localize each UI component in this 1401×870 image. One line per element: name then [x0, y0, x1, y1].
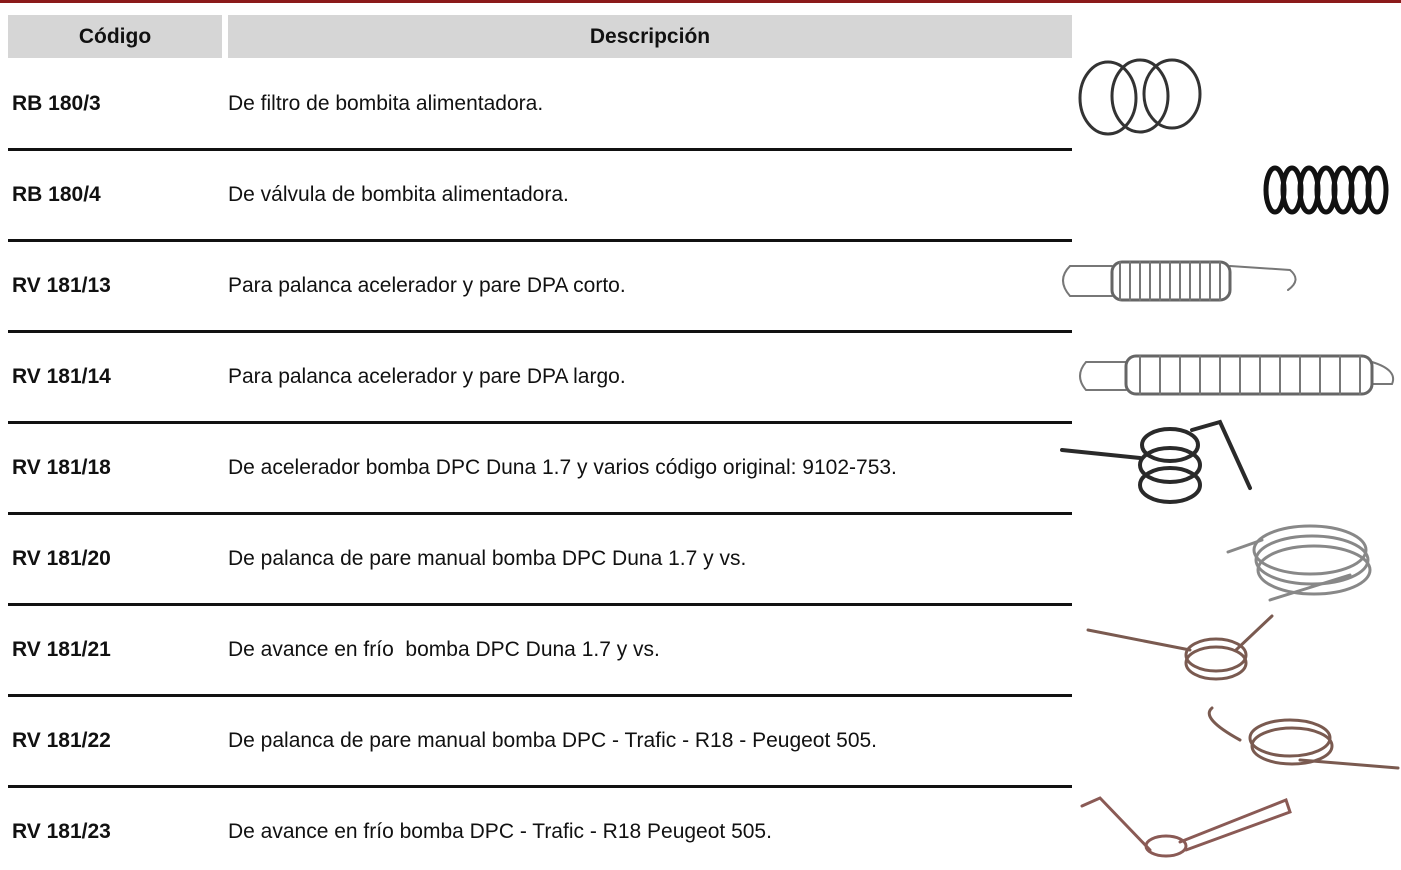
- part-description: De acelerador bomba DPC Duna 1.7 y vario…: [228, 456, 897, 479]
- header-description: Descripción: [228, 15, 1072, 58]
- row-separator: [8, 694, 1072, 697]
- row-separator: [8, 330, 1072, 333]
- part-description: De válvula de bombita alimentadora.: [228, 183, 569, 206]
- part-code: RV 181/23: [12, 820, 111, 843]
- part-code: RV 181/21: [12, 638, 111, 661]
- part-code: RV 181/22: [12, 729, 111, 752]
- top-rule: [0, 0, 1401, 3]
- part-description: De avance en frío bomba DPC Duna 1.7 y v…: [228, 638, 660, 661]
- row-separator: [8, 785, 1072, 788]
- spring-image: [1060, 419, 1252, 504]
- spring-image: [1086, 614, 1274, 681]
- spring-image: [1263, 165, 1389, 215]
- spring-image: [1226, 524, 1372, 602]
- part-description: Para palanca acelerador y pare DPA corto…: [228, 274, 626, 297]
- row-separator: [8, 421, 1072, 424]
- part-code: RB 180/4: [12, 183, 101, 206]
- part-code: RV 181/20: [12, 547, 111, 570]
- part-code: RV 181/18: [12, 456, 111, 479]
- header-code: Código: [8, 15, 222, 58]
- row-separator: [8, 148, 1072, 151]
- part-code: RV 181/14: [12, 365, 111, 388]
- part-description: De avance en frío bomba DPC - Trafic - R…: [228, 820, 772, 843]
- spring-image: [1080, 796, 1292, 858]
- spring-image: [1078, 58, 1202, 136]
- spring-image: [1062, 260, 1297, 302]
- part-description: De palanca de pare manual bomba DPC - Tr…: [228, 729, 878, 752]
- part-description: De filtro de bombita alimentadora.: [228, 92, 544, 115]
- part-code: RB 180/3: [12, 92, 101, 115]
- spring-image: [1207, 706, 1400, 770]
- part-code: RV 181/13: [12, 274, 111, 297]
- row-separator: [8, 239, 1072, 242]
- part-description: De palanca de pare manual bomba DPC Duna…: [228, 547, 747, 570]
- spring-image: [1079, 354, 1394, 396]
- row-separator: [8, 603, 1072, 606]
- part-description: Para palanca acelerador y pare DPA largo…: [228, 365, 626, 388]
- row-separator: [8, 512, 1072, 515]
